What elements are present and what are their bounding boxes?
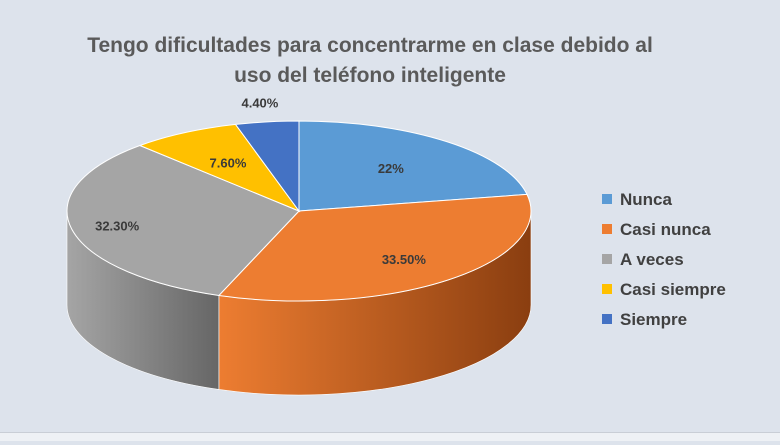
slice-a-veces — [66, 144, 300, 296]
legend-item-a-veces: A veces — [602, 250, 684, 269]
legend-item-casi-siempre: Casi siempre — [602, 280, 726, 299]
legend-swatch — [602, 194, 612, 204]
data-label-casi-siempre: 7.60% — [210, 155, 247, 170]
data-label-nunca: 22% — [378, 161, 404, 176]
legend-swatch — [602, 224, 612, 234]
legend-item-casi-nunca: Casi nunca — [602, 220, 711, 239]
pie-slices — [66, 120, 532, 302]
chart-title-line-2: uso del teléfono inteligente — [234, 64, 506, 87]
legend: Nunca Casi nunca A veces Casi siempre Siempr… — [602, 190, 726, 329]
slice-nunca — [298, 120, 528, 212]
data-labels: 22% 33.50% 32.30% 7.60% 4.40% — [95, 95, 426, 267]
legend-label: A veces — [620, 250, 684, 269]
legend-item-siempre: Siempre — [602, 310, 687, 329]
chart-title: Tengo dificultades para concentrarme en … — [87, 34, 653, 87]
legend-item-nunca: Nunca — [602, 190, 673, 209]
chart-title-line-1: Tengo dificultades para concentrarme en … — [87, 34, 653, 57]
slice-casi-nunca — [217, 193, 532, 302]
slice-siempre — [234, 120, 300, 213]
legend-label: Casi nunca — [620, 220, 711, 239]
legend-label: Casi siempre — [620, 280, 726, 299]
legend-swatch — [602, 254, 612, 264]
data-label-a-veces: 32.30% — [95, 218, 140, 233]
data-label-siempre: 4.40% — [241, 95, 278, 110]
legend-label: Nunca — [620, 190, 673, 209]
legend-label: Siempre — [620, 310, 687, 329]
bottom-strip — [0, 432, 780, 441]
legend-swatch — [602, 314, 612, 324]
slice-casi-siempre — [138, 123, 301, 213]
data-label-casi-nunca: 33.50% — [382, 252, 427, 267]
legend-swatch — [602, 284, 612, 294]
